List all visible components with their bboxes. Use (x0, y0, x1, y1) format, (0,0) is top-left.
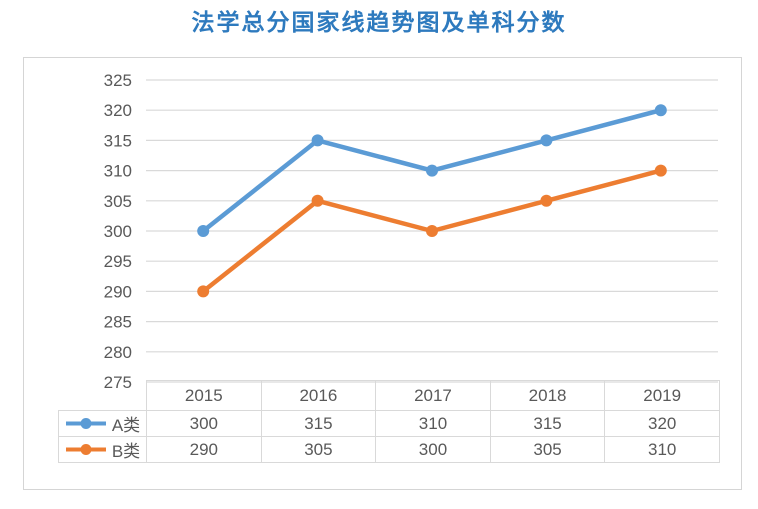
legend-entry: B类 (60, 438, 146, 462)
data-table: 2015 2016 2017 2018 2019 A类 300 315 310 315 320 B类 2… (58, 380, 720, 463)
year-header-cell: 2016 (260, 380, 377, 411)
table-series-row-0: A类 300 315 310 315 320 (58, 410, 720, 437)
data-point (654, 104, 667, 117)
value-cell: 300 (375, 436, 491, 463)
y-tick-label: 320 (104, 101, 132, 120)
data-point (654, 164, 667, 177)
year-header-cell: 2019 (604, 380, 720, 411)
data-point (197, 285, 210, 298)
y-tick-label: 285 (104, 313, 132, 332)
data-point (540, 194, 553, 207)
value-cell: 310 (375, 410, 491, 437)
legend-cell-0: A类 (58, 410, 147, 437)
data-point (426, 225, 438, 237)
y-tick-label: 290 (104, 282, 132, 301)
table-series-row-1: B类 290 305 300 305 310 (58, 436, 720, 463)
data-point (197, 225, 210, 237)
value-cell: 305 (489, 436, 606, 463)
value-cell: 315 (260, 410, 377, 437)
y-tick-label: 325 (104, 71, 132, 90)
legend-label: A类 (111, 416, 141, 435)
legend-label: B类 (111, 442, 141, 461)
y-tick-label: 280 (104, 343, 132, 362)
y-tick-label: 300 (104, 222, 132, 241)
year-header-cell: 2015 (146, 380, 262, 411)
legend-line-marker-icon (65, 444, 106, 455)
data-point (311, 134, 324, 147)
value-cell: 290 (146, 436, 262, 463)
line-chart-svg: 275 280 285 290 295 300 305 310 315 320 325 (104, 71, 718, 392)
value-cell: 305 (260, 436, 377, 463)
legend-entry: A类 (60, 412, 146, 436)
data-point (311, 194, 324, 207)
chart-panel: 275 280 285 290 295 300 305 310 315 320 325 2015 20… (23, 57, 742, 490)
y-tick-label: 315 (104, 131, 132, 150)
value-cell: 300 (146, 410, 262, 437)
page-title: 法学总分国家线趋势图及单科分数 (191, 9, 567, 35)
legend-line-marker-icon (65, 418, 106, 429)
table-header-row: 2015 2016 2017 2018 2019 (59, 380, 720, 411)
y-tick-label: 275 (104, 373, 132, 392)
y-tick-label: 305 (104, 192, 132, 211)
legend-cell-1: B类 (58, 436, 147, 463)
table-body: 2015 2016 2017 2018 2019 A类 300 315 310 315 320 B类 2… (58, 380, 720, 463)
y-tick-label: 310 (104, 162, 132, 181)
data-point (540, 134, 553, 147)
value-cell: 310 (604, 436, 720, 463)
value-cell: 320 (604, 410, 720, 437)
y-tick-label: 295 (104, 252, 132, 271)
table-corner-cell (59, 381, 147, 411)
value-cell: 315 (489, 410, 606, 437)
year-header-cell: 2018 (489, 380, 606, 411)
data-point (426, 164, 438, 177)
year-header-cell: 2017 (375, 380, 491, 411)
